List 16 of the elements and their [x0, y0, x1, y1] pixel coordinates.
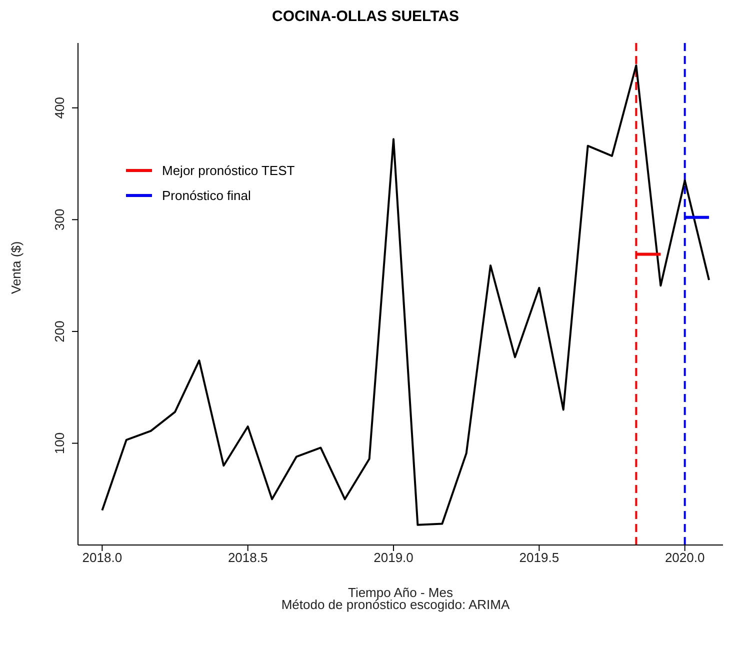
x-tick-label: 2019.0 — [374, 550, 414, 566]
chart-title: COCINA-OLLAS SUELTAS — [271, 8, 460, 25]
line-series — [101, 64, 710, 526]
x-tick-label: 2018.0 — [82, 550, 122, 566]
legend-label: Mejor pronóstico TEST — [162, 163, 295, 178]
x-axis-title: Tiempo Año - Mes — [348, 585, 454, 600]
y-tick-label: 200 — [52, 320, 67, 342]
text: Método de pronóstico escogido: ARIMA — [280, 597, 511, 612]
y-axis-title: Venta ($) — [8, 241, 24, 294]
legend-label: Pronóstico final — [162, 188, 251, 203]
y-tick-label: 400 — [52, 96, 67, 119]
x-tick-label: 2018.5 — [228, 550, 268, 566]
y-tick-label: 300 — [52, 208, 67, 230]
y-tick-label: 100 — [52, 432, 67, 454]
x-tick-label: 2020.0 — [664, 550, 705, 566]
x-tick-label: 2019.5 — [519, 550, 560, 566]
